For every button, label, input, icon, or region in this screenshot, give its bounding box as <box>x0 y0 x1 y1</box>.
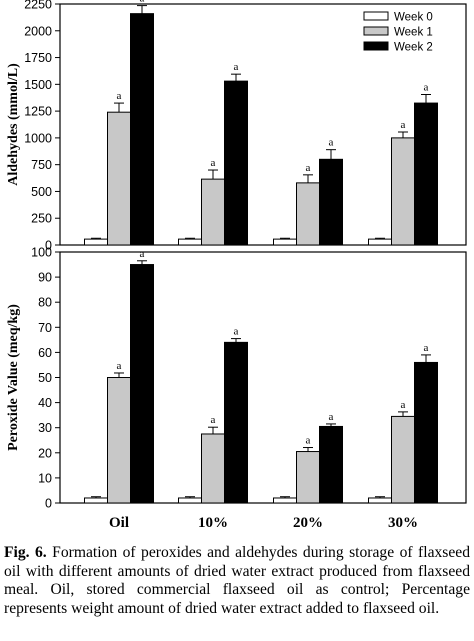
y-tick-label: 80 <box>38 296 52 310</box>
y-tick-label: 0 <box>45 497 52 511</box>
caption-label: Fig. 6. <box>4 544 47 561</box>
bar <box>296 451 320 504</box>
y-tick-label: 100 <box>31 246 52 260</box>
bar <box>319 425 343 504</box>
bar <box>130 13 154 246</box>
y-tick-label: 0 <box>45 239 52 253</box>
x-tick-label: 10% <box>198 515 228 531</box>
data-label: a <box>329 137 334 149</box>
legend-label: Week 0 <box>394 12 433 24</box>
bar <box>414 102 438 246</box>
data-label: a <box>140 248 145 260</box>
y-tick-label: 40 <box>38 396 52 410</box>
y-tick-label: 50 <box>38 371 52 385</box>
y-tick-label: 1750 <box>24 51 52 65</box>
bar <box>130 264 154 504</box>
data-label: a <box>424 82 429 94</box>
data-label: a <box>234 326 239 338</box>
y-tick-label: 90 <box>38 271 52 285</box>
bar <box>273 497 297 504</box>
y-tick-label: 70 <box>38 321 52 335</box>
y-tick-label: 30 <box>38 421 52 435</box>
data-label: a <box>401 399 406 411</box>
bar <box>368 497 392 504</box>
data-label: a <box>401 119 406 131</box>
data-label: a <box>211 157 216 169</box>
x-tick-label: Oil <box>109 515 129 531</box>
data-label: a <box>117 90 122 102</box>
y-tick-label: 1250 <box>24 105 52 119</box>
bar <box>107 111 131 246</box>
y-axis-label: Aldehydes (mmol/L) <box>6 63 21 186</box>
bar <box>391 415 415 504</box>
y-tick-label: 750 <box>31 158 52 172</box>
legend-label: Week 2 <box>394 42 433 54</box>
data-label: a <box>306 435 311 447</box>
bar <box>201 433 225 504</box>
bar <box>178 497 202 504</box>
bar <box>319 158 343 246</box>
y-tick-label: 20 <box>38 446 52 460</box>
x-tick-label: 30% <box>388 515 418 531</box>
legend-swatch <box>363 41 389 51</box>
data-label: a <box>329 411 334 423</box>
bar <box>391 137 415 246</box>
y-tick-label: 2250 <box>24 0 52 12</box>
bar <box>107 377 131 504</box>
bar <box>84 497 108 504</box>
bar <box>201 178 225 246</box>
y-tick-label: 250 <box>31 212 52 226</box>
bar <box>84 238 108 246</box>
y-tick-label: 10 <box>38 471 52 485</box>
bar <box>296 182 320 246</box>
y-tick-label: 1500 <box>24 78 52 92</box>
legend-label: Week 1 <box>394 27 433 39</box>
legend-swatch <box>363 26 389 36</box>
bar <box>273 238 297 246</box>
legend-swatch <box>363 11 389 21</box>
y-tick-label: 2000 <box>24 24 52 38</box>
bar <box>224 80 248 246</box>
plot-frame-1 <box>59 3 467 246</box>
y-tick-label: 1000 <box>24 131 52 145</box>
data-label: a <box>211 414 216 426</box>
y-tick-label: 500 <box>31 185 52 199</box>
data-label: a <box>306 162 311 174</box>
figure-caption: Fig. 6. Formation of peroxides and aldeh… <box>4 544 470 618</box>
data-label: a <box>117 360 122 372</box>
y-tick-label: 60 <box>38 346 52 360</box>
caption-text: Formation of peroxides and aldehydes dur… <box>4 544 470 617</box>
figure: 0250500750100012501500175020002250Aldehy… <box>6 0 467 531</box>
x-tick-label: 20% <box>293 515 323 531</box>
data-label: a <box>424 342 429 354</box>
bar <box>178 238 202 246</box>
data-label: a <box>140 0 145 5</box>
y-axis-label: Peroxide Value (meq/kg) <box>6 304 21 451</box>
bar <box>414 361 438 504</box>
bar <box>224 341 248 504</box>
bar <box>368 238 392 246</box>
data-label: a <box>234 61 239 73</box>
